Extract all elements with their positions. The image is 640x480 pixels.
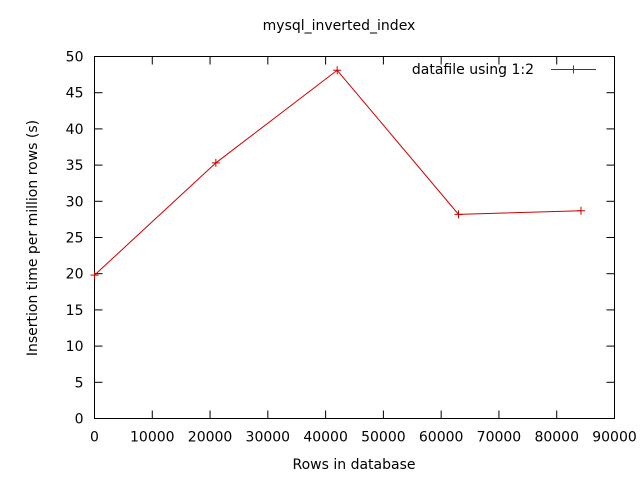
series-line <box>94 69 582 276</box>
x-tick-label: 0 <box>90 430 99 446</box>
legend: datafile using 1:2 <box>412 62 596 78</box>
legend-marker <box>569 65 578 74</box>
series-layer <box>90 66 585 280</box>
y-axis: 0 5 10 15 20 25 30 35 40 45 50 <box>66 50 615 428</box>
x-tick-label: 60000 <box>419 430 464 446</box>
x-tick-label: 70000 <box>477 430 522 446</box>
data-point <box>576 206 585 215</box>
y-tick-label: 10 <box>66 339 84 355</box>
y-tick-label: 20 <box>66 267 84 283</box>
data-point <box>454 210 463 219</box>
chart-title: mysql_inverted_index <box>263 18 416 34</box>
y-tick-label: 35 <box>66 158 84 174</box>
x-axis-label: Rows in database <box>293 457 416 473</box>
data-point <box>90 271 99 280</box>
y-tick-label: 15 <box>66 303 84 319</box>
x-tick-label: 40000 <box>303 430 348 446</box>
y-tick-label: 30 <box>66 194 84 210</box>
plot-frame <box>94 56 615 419</box>
y-tick-label: 50 <box>66 50 84 66</box>
x-tick-label: 50000 <box>361 430 406 446</box>
data-point <box>211 158 220 167</box>
x-axis: 0 10000 20000 30000 40000 50000 60000 70000 8000… <box>90 56 637 446</box>
x-tick-label: 10000 <box>130 430 175 446</box>
legend-label: datafile using 1:2 <box>412 62 534 78</box>
y-tick-label: 5 <box>75 375 84 391</box>
y-tick-label: 40 <box>66 122 84 138</box>
x-tick-label: 20000 <box>188 430 233 446</box>
x-tick-label: 80000 <box>534 430 579 446</box>
y-tick-label: 45 <box>66 86 84 102</box>
y-axis-label: Insertion time per million rows (s) <box>25 120 41 356</box>
data-point <box>333 66 342 75</box>
x-tick-label: 90000 <box>592 430 637 446</box>
x-tick-label: 30000 <box>246 430 291 446</box>
y-tick-label: 25 <box>66 231 84 247</box>
y-tick-label: 0 <box>75 412 84 428</box>
